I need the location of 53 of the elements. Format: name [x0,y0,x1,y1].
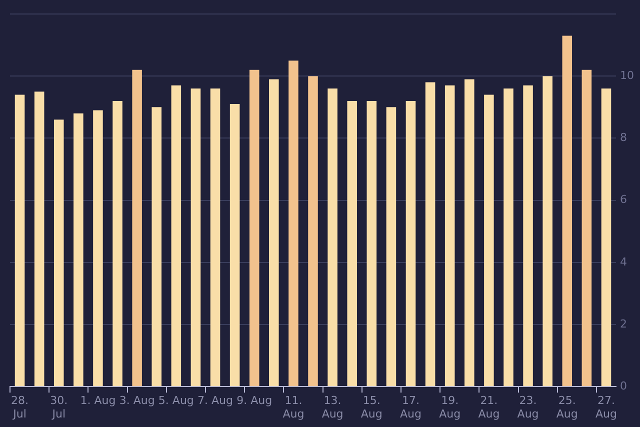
bar [562,36,572,386]
bar [425,82,436,386]
x-tick-label: 23. Aug [517,394,539,420]
bar [308,76,318,386]
x-tick-label: 7. Aug [198,394,233,408]
bar [406,100,416,386]
bar [582,70,592,386]
bar [171,85,182,386]
x-tick-label: 3. Aug [119,394,155,408]
y-tick-label: 4 [620,255,628,268]
bar [74,113,84,386]
x-tick-label: 25. Aug [556,394,578,420]
bar [444,85,455,386]
bar [93,110,103,386]
y-tick-label: 6 [620,193,628,206]
x-tick-label: 11. Aug [282,394,304,420]
bar [132,70,142,386]
y-tick-label: 10 [620,68,634,82]
bar [504,88,514,386]
bar [386,107,396,386]
x-tick-label: 1. Aug [80,394,116,408]
x-tick-label: 13. Aug [322,394,344,420]
bar [14,94,25,386]
bar [328,88,338,386]
x-tick-label: 21. Aug [478,394,500,420]
x-tick-label: 28. Jul [11,394,29,420]
y-tick-label: 2 [620,317,628,330]
x-tick-label: 19. Aug [439,394,461,420]
bar [464,79,474,386]
bar [190,88,201,386]
bar [210,88,220,386]
bar [269,79,279,386]
bar [484,94,494,386]
x-tick-label: 27. Aug [595,394,617,420]
bar [249,70,260,386]
x-tick-label: 30. Jul [50,394,68,420]
bar [366,100,377,386]
x-tick-label: 17. Aug [400,394,422,420]
bar [288,60,298,386]
bar [152,107,162,386]
x-tick-label: 5. Aug [158,394,194,408]
x-tick-label: 15. Aug [360,394,382,420]
bar [230,104,240,386]
x-tick-label: 9. Aug [236,394,272,408]
bar [601,88,612,386]
bar [542,76,552,386]
bar [112,100,122,386]
bar [54,120,64,386]
y-tick-label: 0 [620,379,628,392]
bar [523,85,533,386]
bar [347,100,357,386]
y-tick-label: 8 [620,131,628,144]
bar [34,92,44,386]
